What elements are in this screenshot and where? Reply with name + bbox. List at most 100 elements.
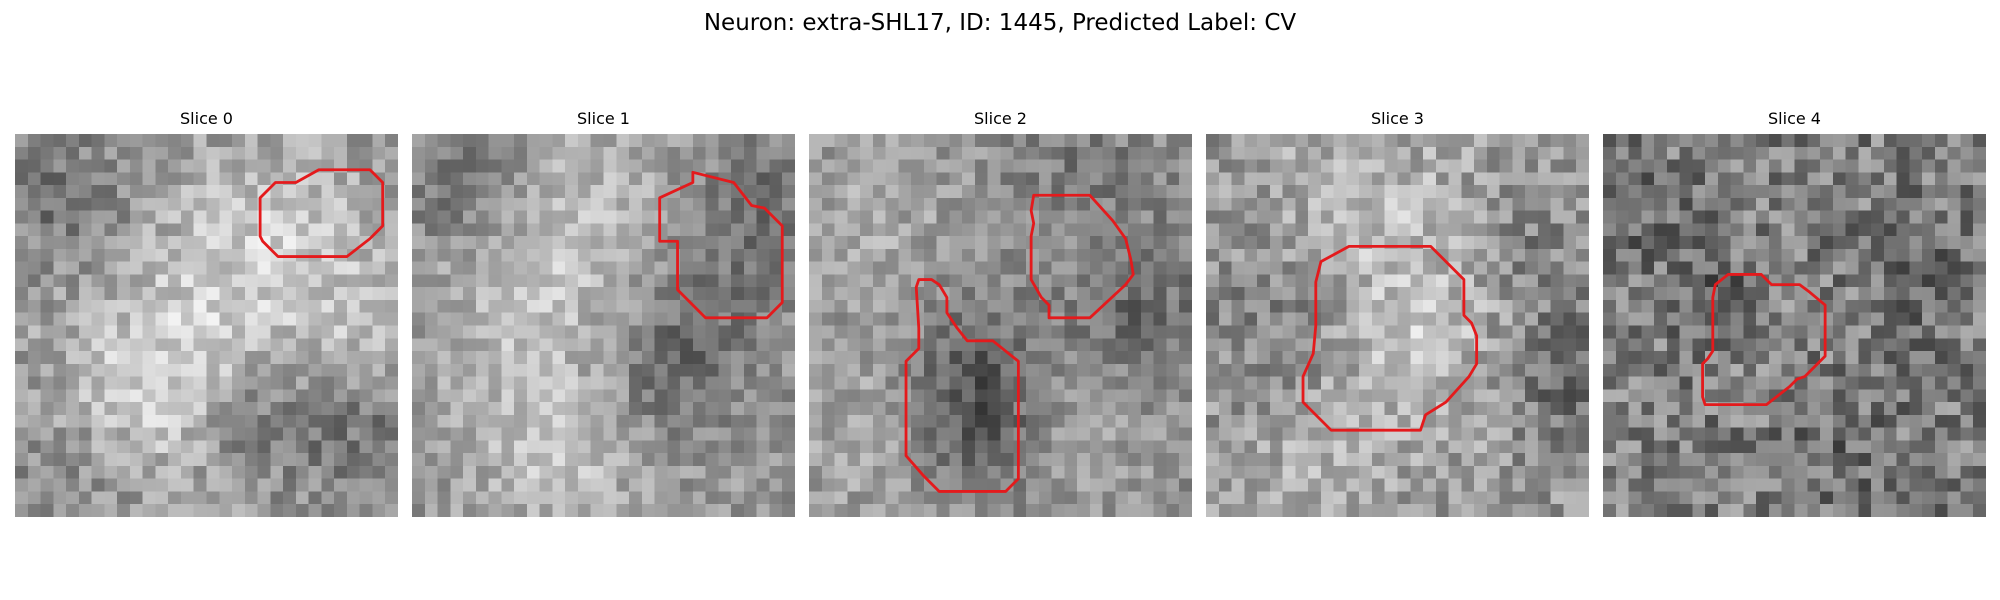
pixel-cell (821, 197, 835, 211)
pixel-cell (117, 274, 131, 288)
pixel-cell (1512, 287, 1526, 301)
pixel-cell (1026, 440, 1040, 454)
pixel-cell (450, 402, 464, 416)
pixel-cell (1166, 376, 1180, 390)
pixel-cell (1269, 210, 1283, 224)
pixel-cell (117, 427, 131, 441)
pixel-cell (1218, 210, 1232, 224)
pixel-cell (1666, 134, 1680, 148)
pixel-cell (206, 287, 220, 301)
pixel-cell (885, 287, 899, 301)
pixel-cell (1896, 312, 1910, 326)
pixel-cell (501, 363, 515, 377)
pixel-cell (1295, 223, 1309, 237)
pixel-cell (1077, 504, 1091, 517)
pixel-cell (705, 261, 719, 275)
pixel-cell (1705, 389, 1719, 403)
pixel-cell (40, 312, 54, 326)
pixel-cell (104, 210, 118, 224)
pixel-cell (834, 287, 848, 301)
pixel-cell (1832, 427, 1846, 441)
pixel-cell (1576, 389, 1589, 403)
pixel-cell (756, 363, 770, 377)
pixel-cell (1166, 197, 1180, 211)
pixel-cell (1499, 389, 1513, 403)
pixel-cell (1654, 274, 1668, 288)
pixel-cell (1820, 159, 1834, 173)
pixel-cell (1705, 159, 1719, 173)
pixel-cell (962, 172, 976, 186)
pixel-cell (1550, 414, 1564, 428)
pixel-cell (1705, 248, 1719, 262)
pixel-cell (1603, 351, 1617, 365)
pixel-cell (1269, 504, 1283, 517)
pixel-cell (641, 287, 655, 301)
pixel-cell (539, 248, 553, 262)
pixel-cell (1320, 351, 1334, 365)
pixel-cell (911, 414, 925, 428)
pixel-cell (1858, 197, 1872, 211)
pixel-cell (987, 223, 1001, 237)
pixel-cell (1858, 274, 1872, 288)
pixel-cell (974, 248, 988, 262)
pixel-cell (385, 159, 398, 173)
pixel-cell (1871, 159, 1885, 173)
pixel-cell (834, 274, 848, 288)
pixel-cell (283, 299, 297, 313)
pixel-cell (321, 351, 335, 365)
pixel-cell (1820, 389, 1834, 403)
pixel-cell (1295, 287, 1309, 301)
pixel-cell (860, 376, 874, 390)
pixel-cell (1013, 414, 1027, 428)
pixel-cell (552, 465, 566, 479)
pixel-cell (1896, 210, 1910, 224)
pixel-cell (1435, 261, 1449, 275)
pixel-cell (129, 325, 143, 339)
pixel-cell (603, 325, 617, 339)
pixel-cell (821, 427, 835, 441)
pixel-cell (1064, 427, 1078, 441)
pixel-cell (539, 210, 553, 224)
pixel-cell (15, 402, 29, 416)
pixel-cell (1448, 478, 1462, 492)
pixel-cell (1563, 236, 1577, 250)
pixel-cell (1474, 172, 1488, 186)
pixel-cell (949, 210, 963, 224)
pixel-cell (667, 325, 681, 339)
pixel-cell (219, 261, 233, 275)
pixel-cell (1448, 146, 1462, 160)
pixel-cell (1474, 402, 1488, 416)
pixel-cell (1359, 274, 1373, 288)
pixel-cell (641, 491, 655, 505)
pixel-cell (283, 504, 297, 517)
pixel-cell (1973, 478, 1986, 492)
pixel-cell (974, 363, 988, 377)
pixel-cell (885, 351, 899, 365)
pixel-cell (1512, 159, 1526, 173)
pixel-cell (1845, 134, 1859, 148)
pixel-cell (219, 478, 233, 492)
pixel-cell (104, 159, 118, 173)
pixel-cell (834, 453, 848, 467)
pixel-cell (731, 159, 745, 173)
pixel-cell (1615, 172, 1629, 186)
pixel-cell (1832, 299, 1846, 313)
pixel-cell (1051, 287, 1065, 301)
pixel-cell (1140, 185, 1154, 199)
pixel-cell (295, 414, 309, 428)
pixel-cell (142, 159, 156, 173)
pixel-cell (1000, 223, 1014, 237)
pixel-cell (1820, 146, 1834, 160)
pixel-cell (769, 210, 783, 224)
pixel-cell (1717, 427, 1731, 441)
pixel-cell (821, 491, 835, 505)
pixel-cell (514, 338, 528, 352)
pixel-cell (898, 146, 912, 160)
pixel-cell (1474, 504, 1488, 517)
pixel-cell (142, 504, 156, 517)
pixel-cell (590, 210, 604, 224)
pixel-cell (1768, 185, 1782, 199)
pixel-cell (219, 236, 233, 250)
pixel-cell (295, 185, 309, 199)
pixel-cell (782, 274, 795, 288)
